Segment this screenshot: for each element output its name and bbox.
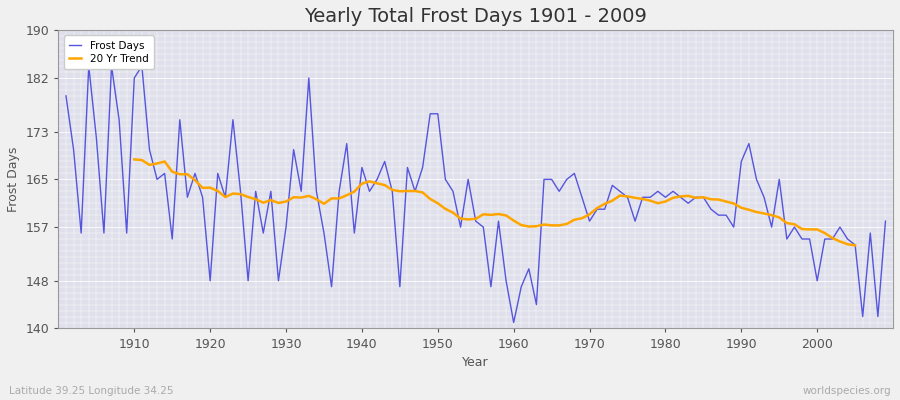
Frost Days	[508, 320, 519, 325]
20 Yr Trend	[228, 191, 238, 196]
X-axis label: Year: Year	[463, 356, 489, 369]
Frost Days	[296, 189, 307, 194]
Frost Days	[880, 219, 891, 224]
Frost Days	[84, 64, 94, 68]
Frost Days	[129, 76, 140, 80]
20 Yr Trend	[129, 157, 140, 162]
Line: Frost Days: Frost Days	[66, 66, 886, 322]
20 Yr Trend	[789, 222, 800, 227]
Frost Days	[615, 189, 626, 194]
20 Yr Trend	[440, 206, 451, 211]
Text: Latitude 39.25 Longitude 34.25: Latitude 39.25 Longitude 34.25	[9, 386, 174, 396]
Frost Days	[524, 266, 535, 271]
20 Yr Trend	[334, 196, 345, 201]
20 Yr Trend	[850, 243, 860, 248]
20 Yr Trend	[493, 212, 504, 216]
Legend: Frost Days, 20 Yr Trend: Frost Days, 20 Yr Trend	[64, 36, 154, 69]
Line: 20 Yr Trend: 20 Yr Trend	[134, 159, 855, 245]
Title: Yearly Total Frost Days 1901 - 2009: Yearly Total Frost Days 1901 - 2009	[304, 7, 647, 26]
20 Yr Trend	[516, 223, 526, 228]
Y-axis label: Frost Days: Frost Days	[7, 147, 20, 212]
Text: worldspecies.org: worldspecies.org	[803, 386, 891, 396]
Frost Days	[60, 94, 71, 98]
Frost Days	[341, 141, 352, 146]
Frost Days	[516, 284, 526, 289]
